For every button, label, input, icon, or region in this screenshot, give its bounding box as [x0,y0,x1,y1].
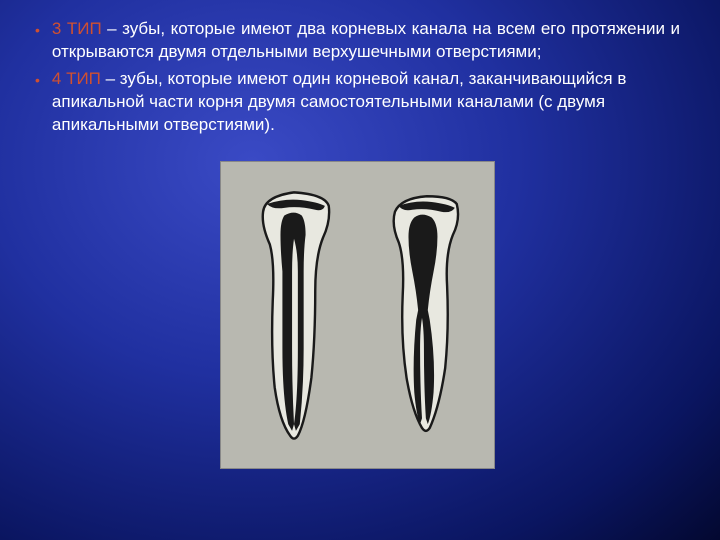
type-label: 3 ТИП [52,19,102,38]
bullet-item: • 3 ТИП – зубы, которые имеют два корнев… [35,18,680,64]
bullet-text: 3 ТИП – зубы, которые имеют два корневых… [52,18,680,64]
teeth-diagram [220,161,495,469]
bullet-marker: • [35,22,40,38]
slide-content: • 3 ТИП – зубы, которые имеют два корнев… [0,0,720,469]
tooth-right-icon [362,175,482,455]
bullet-marker: • [35,72,40,88]
bullet-body: – зубы, которые имеют два корневых канал… [52,19,680,61]
image-container [35,161,680,469]
type-label: 4 ТИП [52,69,101,88]
bullet-body: – зубы, которые имеют один корневой кана… [52,69,626,134]
bullet-text: 4 ТИП – зубы, которые имеют один корнево… [52,68,680,137]
bullet-item: • 4 ТИП – зубы, которые имеют один корне… [35,68,680,137]
tooth-left-icon [234,175,354,455]
